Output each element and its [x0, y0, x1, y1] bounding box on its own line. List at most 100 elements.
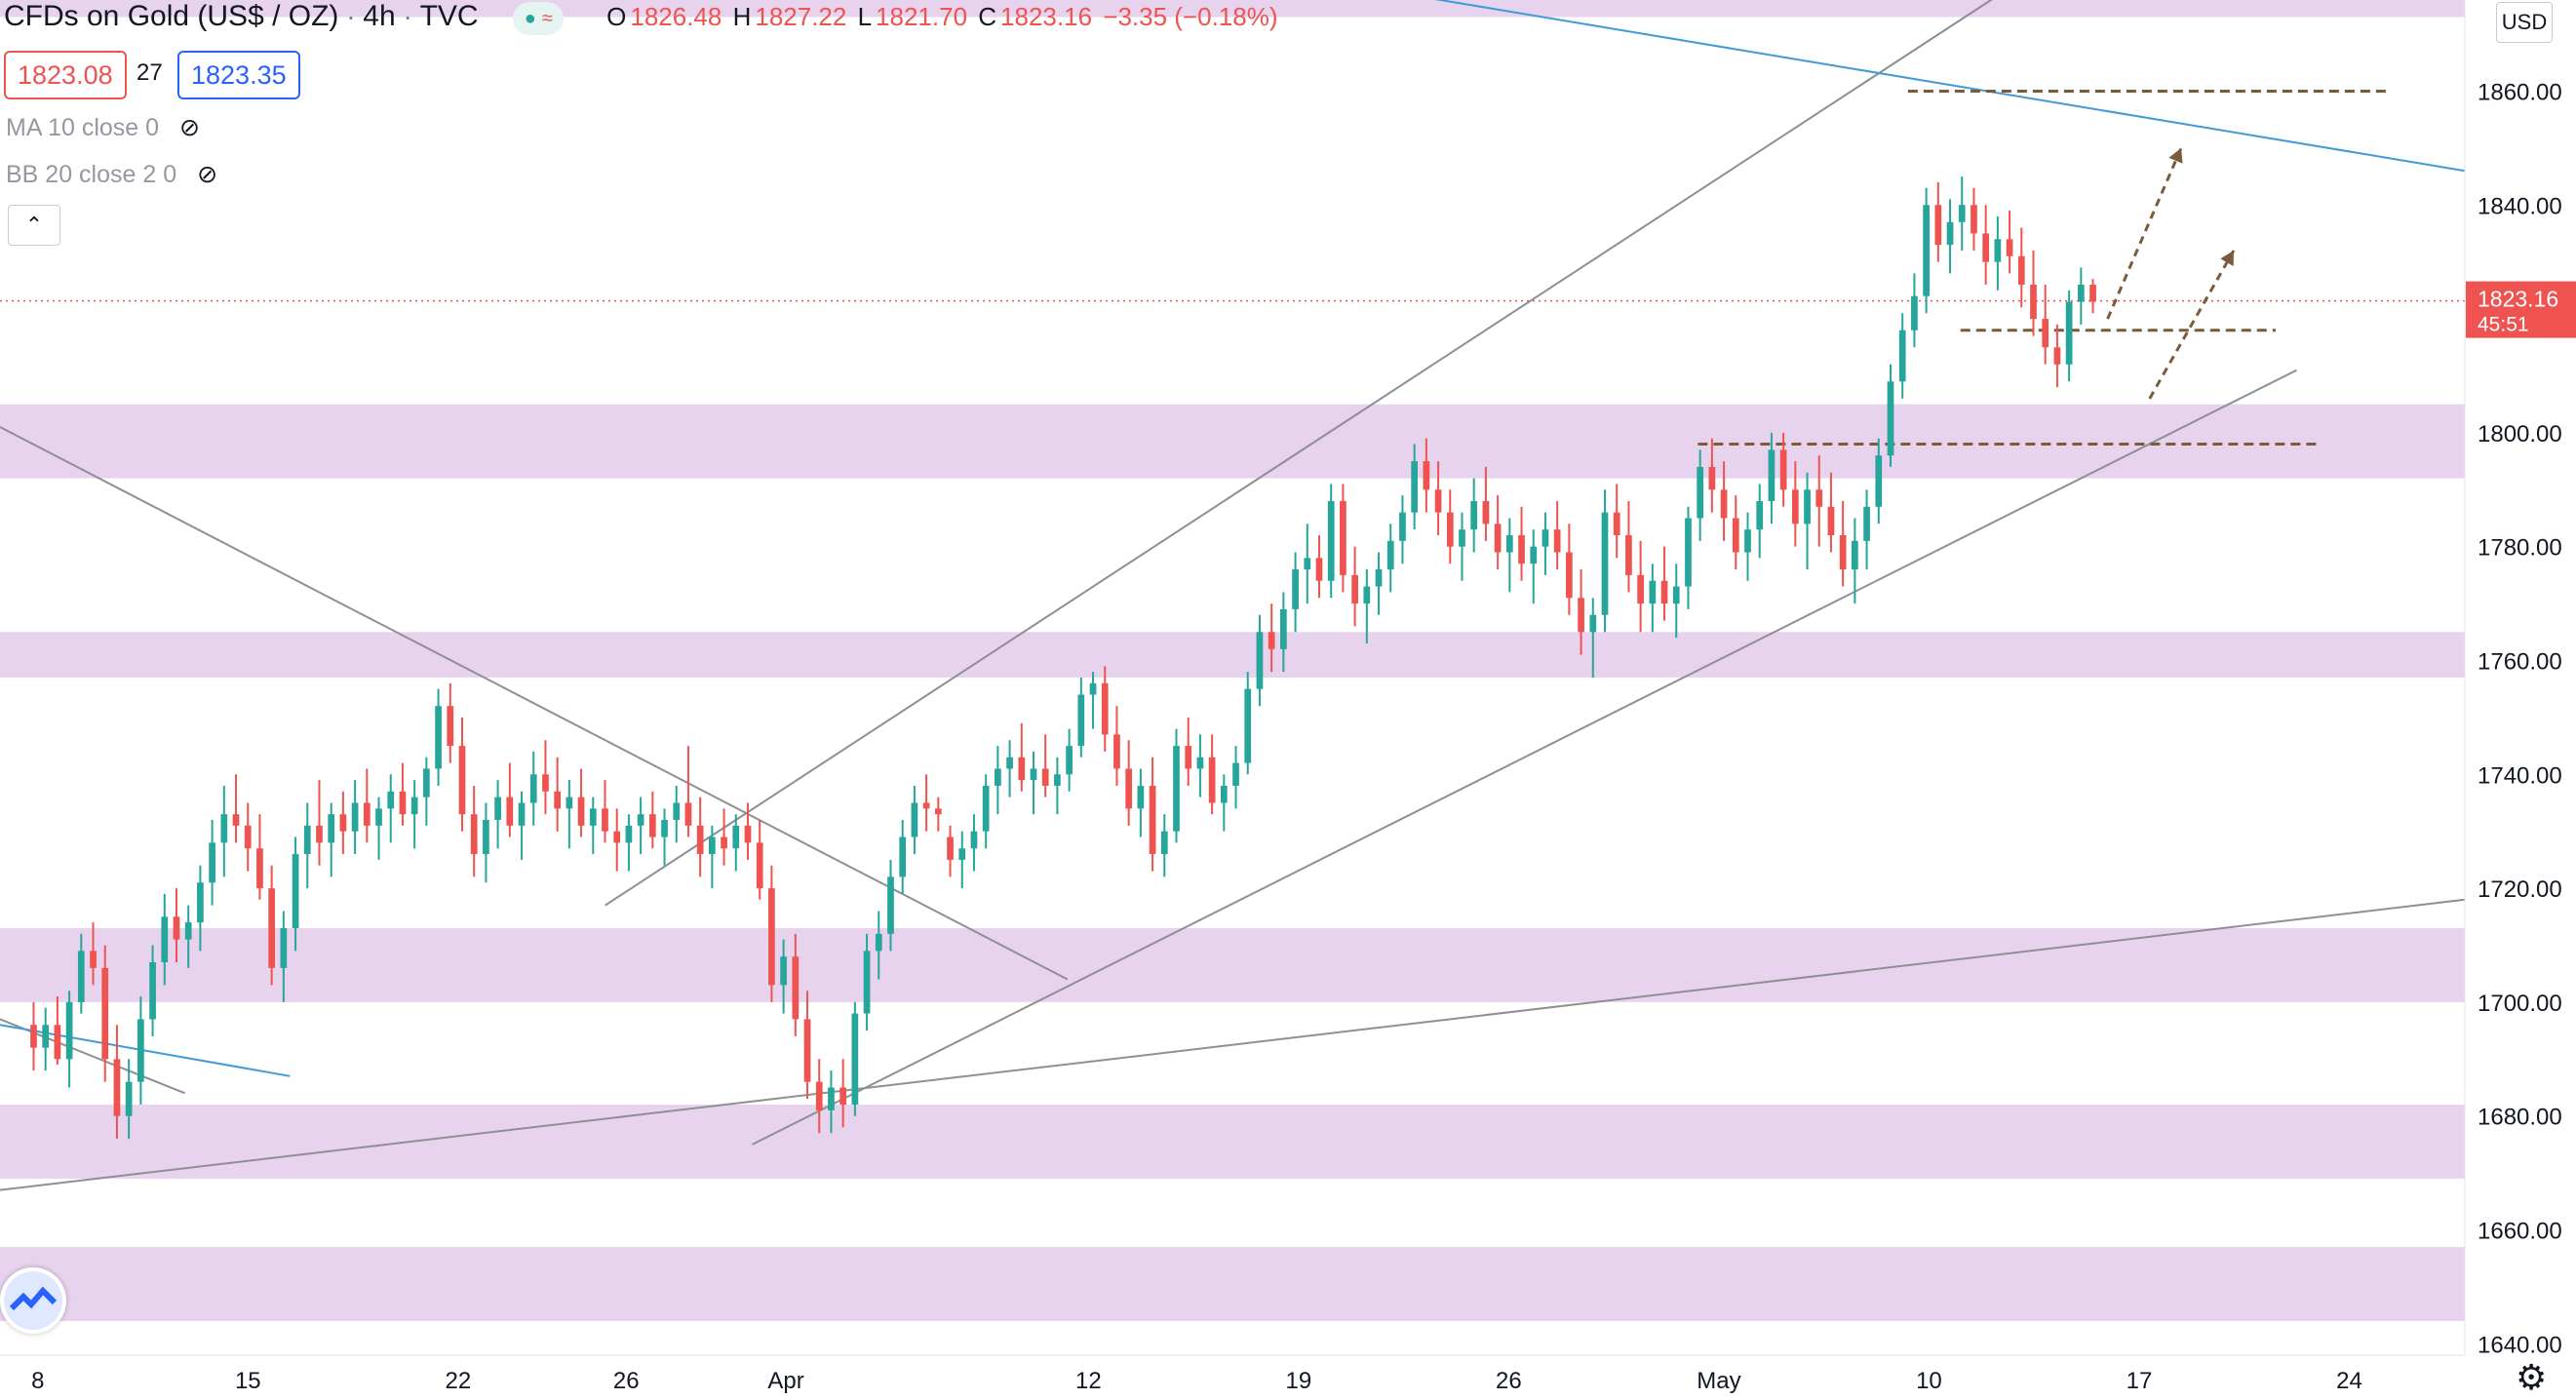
- price-axis[interactable]: 1640.00 1660.00 1680.00 1700.00 1720.00 1740.…: [2478, 79, 2562, 1358]
- interval-label[interactable]: 4h: [363, 0, 396, 32]
- candle-body: [863, 951, 871, 1014]
- candle-body: [351, 802, 359, 832]
- time-axis[interactable]: 8 15 22 26 Apr 12 19 26 May 10 17 24: [31, 1368, 2362, 1394]
- eye-hidden-icon[interactable]: ⊘: [197, 161, 218, 188]
- trendline-gray: [605, 0, 1993, 907]
- time-tick-label: May: [1697, 1368, 1740, 1394]
- candle-body: [2089, 285, 2096, 302]
- candle-body: [1054, 774, 1061, 786]
- candle-body: [828, 1087, 835, 1110]
- candle-body: [1411, 461, 1419, 513]
- candle-body: [1566, 552, 1573, 599]
- candle-body: [2077, 285, 2085, 302]
- candle-body: [280, 927, 288, 968]
- candle-body: [2065, 301, 2073, 365]
- candle-body: [815, 1081, 823, 1110]
- candle-body: [1863, 506, 1870, 541]
- candle-body: [1934, 205, 1942, 246]
- low-value: 1821.70: [876, 2, 968, 31]
- currency-button[interactable]: USD: [2496, 2, 2553, 43]
- candle-body: [1244, 688, 1252, 763]
- candle-body: [1292, 569, 1299, 609]
- time-tick-label: 24: [2336, 1368, 2362, 1394]
- candle-body: [982, 785, 990, 832]
- time-tick-label: 12: [1075, 1368, 1102, 1394]
- change-value: −3.35 (−0.18%): [1103, 2, 1278, 31]
- candle-body: [1971, 205, 1977, 234]
- candle-body: [613, 831, 621, 843]
- candle-body: [1685, 518, 1692, 587]
- gear-icon[interactable]: ⚙: [2516, 1357, 2548, 1397]
- candle-body: [1852, 540, 1858, 570]
- symbol-title[interactable]: CFDs on Gold (US$ / OZ): [4, 0, 339, 32]
- candle-body: [1482, 500, 1490, 525]
- candle-body: [1304, 558, 1311, 570]
- trendline-gray: [0, 426, 1069, 981]
- indicator-ma[interactable]: MA 10 close 0 ⊘: [6, 113, 200, 142]
- indicator-bb[interactable]: BB 20 close 2 0 ⊘: [6, 160, 217, 189]
- candle-body: [339, 814, 347, 832]
- time-tick-label: 26: [1496, 1368, 1522, 1394]
- candle-body: [1386, 540, 1394, 570]
- candle-body: [1839, 534, 1847, 570]
- candle-body: [209, 842, 215, 883]
- buy-price-button[interactable]: 1823.35: [177, 51, 300, 99]
- candle-body: [1185, 746, 1192, 769]
- candle-body: [602, 808, 608, 832]
- time-tick-label: 26: [613, 1368, 640, 1394]
- candle-body: [1923, 205, 1930, 296]
- candle-body: [625, 825, 633, 843]
- trendlines-layer: [0, 0, 2466, 1191]
- candle-body: [1697, 466, 1704, 519]
- candle-body: [1315, 558, 1323, 581]
- price-tick-label: 1740.00: [2478, 762, 2562, 789]
- time-tick-label: 17: [2127, 1368, 2153, 1394]
- candle-body: [887, 876, 894, 934]
- chevron-up-icon: ⌃: [24, 213, 44, 237]
- eye-hidden-icon[interactable]: ⊘: [178, 114, 200, 141]
- zones-layer: [0, 0, 2465, 1321]
- candle-body: [1041, 768, 1049, 786]
- candle-body: [1994, 239, 2002, 262]
- candle-body: [423, 768, 430, 797]
- last-price-value: 1823.16: [2478, 287, 2558, 312]
- candle-body: [1505, 534, 1513, 553]
- last-price-tag: [2466, 281, 2576, 338]
- candle-body: [77, 951, 85, 1002]
- candle-body: [1672, 586, 1680, 604]
- candle-body: [173, 916, 180, 940]
- time-tick-label: 22: [445, 1368, 471, 1394]
- candle-body: [483, 820, 489, 855]
- candle-body: [1982, 233, 1990, 262]
- collapse-legend-button[interactable]: ⌃: [8, 205, 60, 246]
- candle-body: [934, 808, 942, 815]
- zone-band: [0, 0, 2465, 18]
- candle-body: [1280, 608, 1287, 649]
- candle-body: [1268, 632, 1275, 649]
- candle-body: [1827, 506, 1835, 535]
- candle-body: [494, 797, 501, 821]
- candle-body: [589, 808, 597, 826]
- zone-band: [0, 927, 2465, 1002]
- candle-body: [2017, 255, 2025, 286]
- candle-body: [2053, 347, 2061, 365]
- candle-body: [1113, 734, 1120, 769]
- candle-body: [125, 1081, 133, 1116]
- source-label: TVC: [419, 0, 479, 32]
- candle-body: [375, 808, 382, 826]
- candle-body: [709, 836, 716, 855]
- zone-band: [0, 1247, 2465, 1321]
- candle-body: [566, 797, 573, 809]
- candle-body: [1649, 580, 1657, 604]
- candle-body: [684, 802, 692, 826]
- candle-body: [899, 836, 907, 877]
- sell-price-button[interactable]: 1823.08: [4, 51, 127, 99]
- overlay-layer: [2106, 147, 2236, 400]
- candle-body: [803, 1019, 811, 1082]
- candle-body: [1030, 768, 1037, 781]
- tradingview-logo[interactable]: [0, 1267, 66, 1334]
- projection-arrow: [2148, 250, 2236, 400]
- candle-body: [1720, 489, 1728, 519]
- trendline-blue: [1434, 0, 2466, 173]
